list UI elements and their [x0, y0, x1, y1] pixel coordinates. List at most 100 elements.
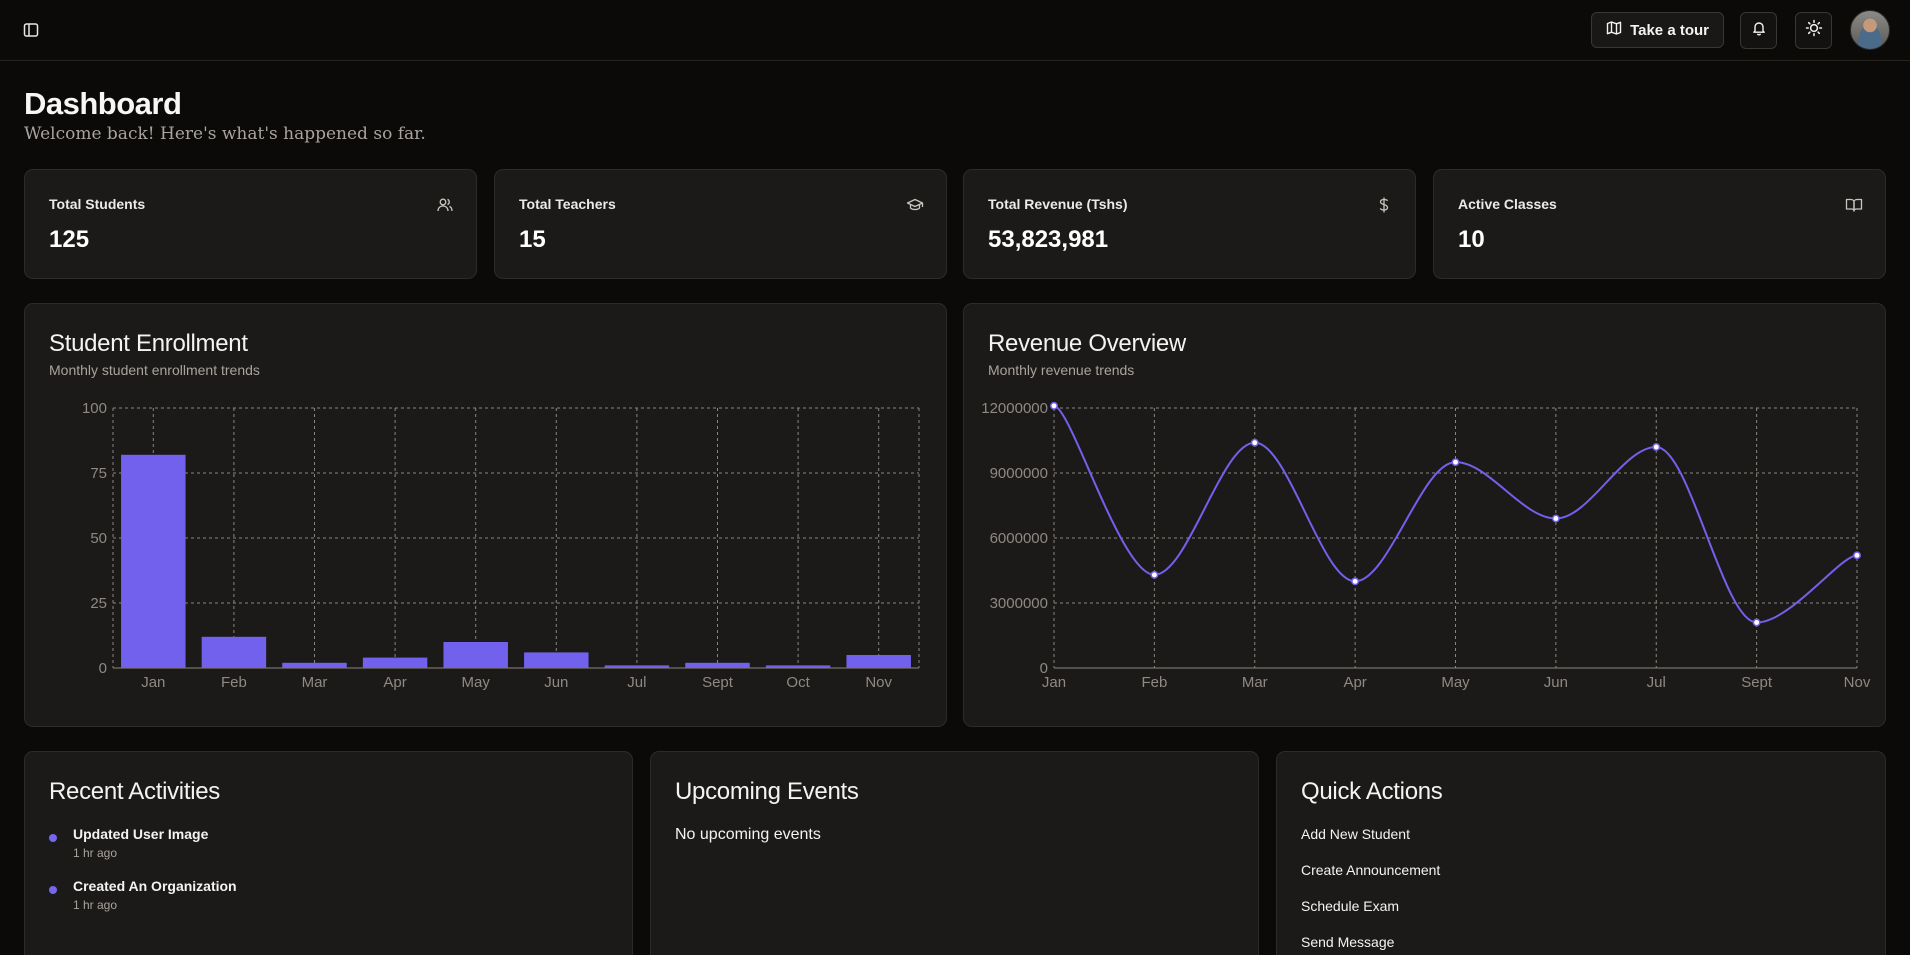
quick-action-create-announcement[interactable]: Create Announcement [1301, 862, 1441, 878]
point-jun [1551, 514, 1560, 523]
bar-nov [846, 655, 911, 668]
stat-card-total-students: Total Students 125 [24, 169, 477, 279]
take-tour-button[interactable]: Take a tour [1591, 12, 1724, 48]
sidebar-toggle-icon[interactable] [20, 19, 42, 41]
bar-mar [282, 662, 347, 668]
stat-card-active-classes: Active Classes 10 [1433, 169, 1886, 279]
point-jul [1652, 443, 1661, 451]
y-tick-label: 12000000 [981, 400, 1048, 417]
enrollment-chart-card: Student Enrollment Monthly student enrol… [24, 303, 947, 727]
stat-value: 15 [519, 226, 546, 253]
revenue-chart-card: Revenue Overview Monthly revenue trends … [963, 303, 1886, 727]
point-feb [1150, 570, 1159, 579]
x-tick-label: May [1441, 674, 1470, 691]
stat-value: 53,823,981 [988, 226, 1109, 253]
revenue-line-chart: 0 3000000 6000000 9000000 12000000 Jan Feb Mar A… [981, 400, 1871, 691]
enrollment-chart-title: Student Enrollment [49, 330, 248, 357]
chart-grid [1053, 407, 1858, 669]
y-tick-label: 9000000 [990, 465, 1048, 482]
avatar[interactable] [1850, 10, 1890, 50]
topbar-actions: Take a tour [1591, 10, 1890, 50]
bar-jan [121, 454, 186, 668]
page-subtitle: Welcome back! Here's what's happened so … [24, 124, 426, 144]
point-nov [1853, 551, 1861, 560]
stat-card-total-revenue: Total Revenue (Tshs) 53,823,981 [963, 169, 1416, 279]
no-events-text: No upcoming events [675, 826, 821, 843]
x-tick-label: Sept [702, 674, 734, 691]
upcoming-events-title: Upcoming Events [675, 778, 859, 805]
enrollment-chart-description: Monthly student enrollment trends [49, 362, 260, 378]
quick-actions-title: Quick Actions [1301, 778, 1443, 805]
bar-apr [362, 657, 428, 668]
quick-actions-card: Quick Actions Add New Student Create Ann… [1276, 751, 1886, 955]
point-mar [1250, 438, 1259, 447]
notifications-button[interactable] [1740, 11, 1777, 49]
point-may [1451, 458, 1460, 467]
quick-action-send-message[interactable]: Send Message [1301, 934, 1395, 950]
x-tick-label: Nov [865, 674, 892, 691]
bar-sept [685, 662, 750, 668]
top-bar: Take a tour [0, 0, 1910, 61]
x-tick-label: Jan [1042, 674, 1066, 691]
bar-may [443, 642, 508, 668]
x-tick-label: Oct [786, 674, 810, 691]
y-tick-label: 0 [99, 660, 107, 677]
y-tick-label: 75 [90, 465, 107, 482]
sun-icon [1805, 19, 1823, 42]
quick-action-add-new-student[interactable]: Add New Student [1301, 826, 1410, 842]
bar-feb [201, 636, 267, 668]
x-tick-label: Jan [141, 674, 165, 691]
quick-action-schedule-exam[interactable]: Schedule Exam [1301, 898, 1400, 914]
upcoming-events-card: Upcoming Events No upcoming events [650, 751, 1259, 955]
x-tick-label: Apr [1343, 674, 1366, 691]
users-icon [436, 196, 454, 214]
x-tick-label: Nov [1844, 674, 1871, 691]
x-tick-label: Feb [1141, 674, 1167, 691]
stat-value: 10 [1458, 226, 1485, 253]
stat-label: Total Students [49, 196, 146, 212]
x-tick-label: May [462, 674, 491, 691]
x-tick-label: Sept [1741, 674, 1773, 691]
bar-jul [604, 665, 670, 668]
stat-label: Active Classes [1458, 196, 1557, 212]
x-tick-label: Mar [302, 674, 328, 691]
map-icon [1606, 20, 1622, 40]
activity-time: 1 hr ago [73, 898, 118, 912]
x-tick-label: Jul [1647, 674, 1666, 691]
dollar-icon [1375, 196, 1393, 214]
activity-dot [49, 886, 57, 894]
x-tick-label: Jul [627, 674, 646, 691]
y-tick-label: 3000000 [990, 595, 1048, 612]
stat-label: Total Revenue (Tshs) [988, 196, 1128, 212]
take-tour-label: Take a tour [1630, 21, 1709, 39]
enrollment-bar-chart: 0 25 50 75 100 Jan Feb Mar Apr May Jun Jul Sept Oct No… [82, 400, 920, 691]
recent-activities-title: Recent Activities [49, 778, 220, 805]
book-open-icon [1845, 196, 1863, 214]
x-tick-label: Feb [221, 674, 247, 691]
revenue-chart-description: Monthly revenue trends [988, 362, 1135, 378]
stat-card-total-teachers: Total Teachers 15 [494, 169, 947, 279]
revenue-line [1053, 404, 1858, 624]
bar-jun [524, 652, 589, 668]
bell-icon [1751, 20, 1767, 41]
activity-title: Updated User Image [73, 826, 209, 842]
x-tick-label: Jun [544, 674, 568, 691]
activity-dot [49, 834, 57, 842]
activity-title: Created An Organization [73, 878, 237, 894]
bar-oct [765, 665, 831, 668]
y-tick-label: 100 [82, 400, 107, 417]
theme-toggle-button[interactable] [1795, 11, 1832, 49]
y-tick-label: 50 [90, 530, 107, 547]
point-jan [1050, 401, 1058, 410]
recent-activities-card: Recent Activities Updated User Image 1 h… [24, 751, 633, 955]
y-tick-label: 0 [1040, 660, 1048, 677]
x-tick-label: Jun [1544, 674, 1568, 691]
stat-value: 125 [49, 226, 90, 253]
graduation-cap-icon [906, 196, 924, 214]
page-title: Dashboard [24, 86, 182, 121]
point-apr [1351, 577, 1360, 586]
chart-grid [112, 407, 920, 669]
revenue-chart-title: Revenue Overview [988, 330, 1186, 357]
activity-time: 1 hr ago [73, 846, 118, 860]
point-sept [1752, 618, 1761, 627]
